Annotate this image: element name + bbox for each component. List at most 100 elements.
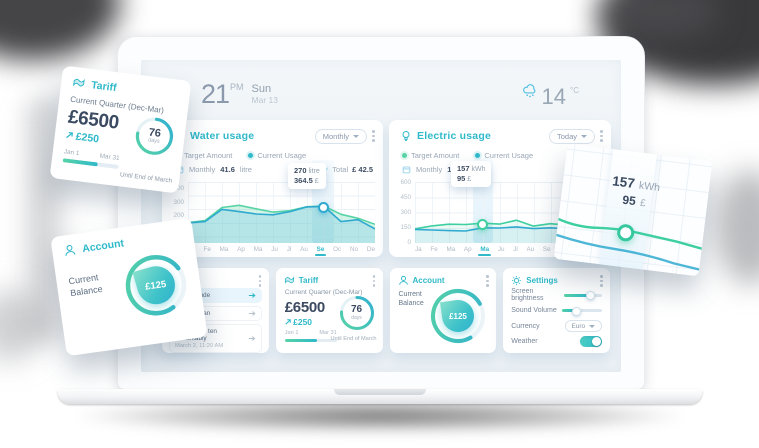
setting-label: Sound Volume xyxy=(511,307,557,314)
legend-current[interactable]: Current Usage xyxy=(248,151,306,160)
floating-balance-label: Current Balance xyxy=(67,272,104,299)
water-chart[interactable] xyxy=(188,182,375,243)
water-total-label: Total xyxy=(332,165,349,174)
y-tick: 150 xyxy=(400,224,411,231)
tariff-subtitle: Current Quarter (Dec-Mar) xyxy=(284,289,363,296)
water-usage-panel: Water usage Monthly Target Amount Curren… xyxy=(162,120,383,257)
message-time: March 2, 11:20 AM xyxy=(175,343,224,349)
water-tooltip: 270 litre 364.5 £ xyxy=(288,163,326,189)
laptop-base-notch xyxy=(334,389,426,395)
settings-menu-icon[interactable] xyxy=(600,275,603,287)
electric-panel-menu-icon[interactable] xyxy=(600,130,603,142)
y-tick: 600 xyxy=(400,179,411,186)
cloud-rain-icon xyxy=(522,84,535,98)
receipt-icon xyxy=(73,78,85,87)
water-range-dropdown[interactable]: Monthly xyxy=(314,128,367,144)
setting-label: Currency xyxy=(511,322,540,330)
messages-menu-icon[interactable] xyxy=(258,275,262,287)
day-label: Sun xyxy=(251,83,272,95)
weather-toggle[interactable] xyxy=(580,336,602,347)
month-label[interactable]: Oc xyxy=(333,246,342,253)
month-label[interactable]: Au xyxy=(300,246,308,253)
month-label-active[interactable]: Se xyxy=(314,246,326,256)
tariff-title: Tariff xyxy=(298,276,319,286)
current-dot-icon xyxy=(475,153,481,158)
water-period-unit: litre xyxy=(239,165,252,174)
floating-days-gauge: 76 days xyxy=(131,113,178,160)
setting-row-currency: Currency Euro xyxy=(511,320,602,332)
arrow-right-icon[interactable] xyxy=(248,335,256,342)
currency-select[interactable]: Euro xyxy=(564,320,602,332)
account-menu-icon[interactable] xyxy=(486,275,489,287)
legend-target[interactable]: Target Amount xyxy=(175,151,232,160)
time-meridiem: PM xyxy=(230,82,244,92)
electric-data-point-marker xyxy=(477,219,488,230)
water-period-value: 41.6 xyxy=(220,165,235,174)
electric-range-dropdown[interactable]: Today xyxy=(548,128,595,144)
water-legend: Target Amount Current Usage xyxy=(175,151,306,160)
background-blur-right xyxy=(715,170,759,285)
tariff-amount: £6500 xyxy=(284,299,326,316)
tariff-days-gauge: 76 days xyxy=(338,294,376,332)
month-label[interactable]: Ju xyxy=(271,246,278,253)
month-label[interactable]: Jl xyxy=(286,246,292,253)
setting-label: Weather xyxy=(511,338,538,345)
floating-balance-gauge: £125 xyxy=(118,247,195,324)
current-dot-icon xyxy=(248,153,254,158)
month-label[interactable]: Ap xyxy=(237,246,245,253)
account-card: Account Current Balance £125 xyxy=(389,268,497,353)
y-tick: 0 xyxy=(407,239,411,246)
month-label[interactable]: Ja xyxy=(415,246,422,253)
month-label[interactable]: No xyxy=(350,246,359,253)
month-label[interactable]: Ma xyxy=(446,246,456,253)
brightness-slider[interactable] xyxy=(564,291,602,300)
month-label[interactable]: Ju xyxy=(497,246,505,253)
floating-account-card: Account Current Balance £125 xyxy=(50,217,208,357)
days-label: days xyxy=(351,315,362,321)
dashboard-display: 21PM Sun Mar 13 14 °C xyxy=(141,60,621,372)
month-label[interactable]: De xyxy=(366,246,375,253)
balance-label: Current Balance xyxy=(398,291,424,307)
laptop-base xyxy=(58,389,702,404)
weather-widget: 14 °C xyxy=(522,84,579,110)
arrow-right-icon[interactable] xyxy=(248,292,256,299)
setting-label: Screen brightness xyxy=(511,288,544,302)
month-label-active[interactable]: Ma xyxy=(478,246,491,256)
setting-row-volume: Sound Volume xyxy=(511,306,602,316)
electric-panel-title: Electric usage xyxy=(417,130,492,142)
currency-value: Euro xyxy=(571,322,586,330)
month-label[interactable]: Ma xyxy=(219,246,229,253)
chevron-down-icon xyxy=(581,134,587,138)
water-x-labels: Ja Fe Ma Ap Ma Ju Jl Au Se Oc No De xyxy=(188,246,375,256)
floating-tariff-card: Tariff Current Quarter (Dec-Mar) £6500 £… xyxy=(49,65,192,194)
legend-target[interactable]: Target Amount xyxy=(402,151,459,160)
balance-value: £125 xyxy=(449,311,468,321)
target-dot-icon xyxy=(402,153,407,158)
month-label[interactable]: Au xyxy=(526,246,535,253)
arrow-right-icon[interactable] xyxy=(248,310,256,317)
month-label[interactable]: Jl xyxy=(513,246,518,253)
month-label[interactable]: Fe xyxy=(430,246,438,253)
water-panel-menu-icon[interactable] xyxy=(372,130,375,142)
month-label[interactable]: Se xyxy=(542,246,551,253)
clock-widget: 21PM Sun Mar 13 xyxy=(201,79,278,110)
y-tick: 300 xyxy=(173,199,184,206)
background-blur-top-left xyxy=(0,0,120,60)
volume-slider[interactable] xyxy=(562,306,602,316)
person-icon xyxy=(65,244,76,256)
electric-tooltip: 157 kWh 95 £ xyxy=(451,161,492,187)
settings-card: Settings Screen brightness Sound Volume xyxy=(503,268,610,353)
month-label[interactable]: Fe xyxy=(203,246,211,253)
laptop-shadow xyxy=(75,399,685,433)
setting-row-brightness: Screen brightness xyxy=(511,288,602,302)
tariff-delta: £250 xyxy=(285,317,312,327)
tariff-menu-icon[interactable] xyxy=(372,275,376,287)
electric-range-label: Today xyxy=(556,131,577,141)
legend-current[interactable]: Current Usage xyxy=(475,151,533,160)
month-label[interactable]: Ma xyxy=(253,246,263,253)
y-tick: 400 xyxy=(173,185,184,192)
month-label[interactable]: Ap xyxy=(463,246,472,253)
settings-title: Settings xyxy=(526,276,558,286)
water-range-label: Monthly xyxy=(322,131,349,141)
